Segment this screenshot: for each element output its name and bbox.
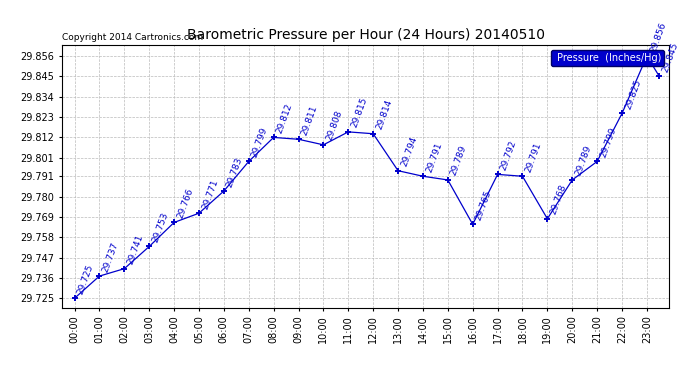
Text: 29.811: 29.811 — [300, 104, 319, 136]
Text: 29.845: 29.845 — [661, 41, 680, 74]
Text: 29.815: 29.815 — [350, 96, 369, 129]
Text: 29.741: 29.741 — [126, 233, 145, 266]
Text: 29.791: 29.791 — [424, 141, 444, 174]
Text: 29.771: 29.771 — [200, 178, 219, 210]
Text: 29.814: 29.814 — [375, 98, 394, 131]
Text: 29.799: 29.799 — [598, 126, 618, 159]
Text: 29.768: 29.768 — [549, 183, 568, 216]
Text: 29.765: 29.765 — [474, 189, 493, 222]
Text: 29.794: 29.794 — [400, 135, 419, 168]
Text: 29.856: 29.856 — [649, 21, 667, 53]
Text: 29.808: 29.808 — [325, 110, 344, 142]
Text: 29.789: 29.789 — [449, 144, 469, 177]
Text: 29.791: 29.791 — [524, 141, 543, 174]
Text: 29.812: 29.812 — [275, 102, 294, 135]
Text: 29.799: 29.799 — [250, 126, 269, 159]
Text: 29.783: 29.783 — [225, 156, 244, 188]
Text: 29.792: 29.792 — [499, 139, 518, 172]
Title: Barometric Pressure per Hour (24 Hours) 20140510: Barometric Pressure per Hour (24 Hours) … — [187, 28, 544, 42]
Legend: Pressure  (Inches/Hg): Pressure (Inches/Hg) — [551, 50, 664, 66]
Text: 29.789: 29.789 — [573, 144, 593, 177]
Text: 29.753: 29.753 — [150, 211, 170, 244]
Text: 29.825: 29.825 — [623, 78, 642, 111]
Text: 29.737: 29.737 — [101, 241, 120, 273]
Text: 29.725: 29.725 — [76, 263, 95, 296]
Text: Copyright 2014 Cartronics.com: Copyright 2014 Cartronics.com — [62, 33, 204, 42]
Text: 29.766: 29.766 — [175, 187, 195, 220]
